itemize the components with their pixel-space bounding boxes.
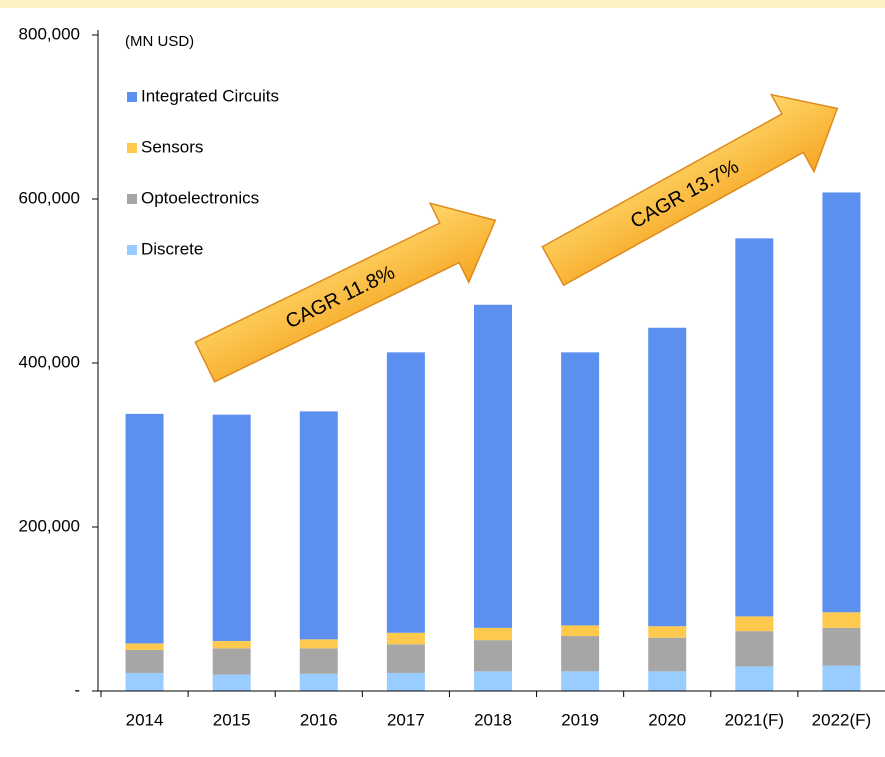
bar-segment xyxy=(735,238,774,617)
bar-segment xyxy=(648,671,687,691)
bar-segment xyxy=(561,636,600,672)
bar-segment xyxy=(299,411,338,640)
bar-segment xyxy=(561,352,600,626)
y-tick-label: - xyxy=(74,680,80,699)
y-tick-label: 400,000 xyxy=(19,352,80,371)
bar-segment xyxy=(561,671,600,691)
bar-segment xyxy=(212,414,251,641)
bar-segment xyxy=(299,673,338,691)
bar-segment xyxy=(822,192,861,613)
x-tick-label: 2020 xyxy=(648,710,686,729)
bar-segment xyxy=(822,627,861,666)
x-tick-label: 2014 xyxy=(126,710,164,729)
y-tick-label: 600,000 xyxy=(19,188,80,207)
bar-segment xyxy=(386,672,425,691)
x-tick-label: 2018 xyxy=(474,710,512,729)
bar-segment xyxy=(386,352,425,633)
x-tick-label: 2015 xyxy=(213,710,251,729)
unit-label: (MN USD) xyxy=(125,33,194,50)
bar-segment xyxy=(386,644,425,673)
bar-segment xyxy=(474,640,512,672)
bar-segment xyxy=(474,304,512,628)
y-tick-label: 200,000 xyxy=(19,516,80,535)
bar-segment xyxy=(386,632,425,645)
legend-label: Sensors xyxy=(141,137,203,156)
bar-segment xyxy=(822,665,861,691)
y-tick-label: 800,000 xyxy=(19,24,80,43)
bar-segment xyxy=(125,413,164,644)
cagr-arrow: CAGR 13.7% xyxy=(541,93,839,287)
bar-segment xyxy=(735,616,774,632)
bar-segment xyxy=(735,631,774,667)
arrow-shape xyxy=(541,93,839,287)
bar-segment xyxy=(735,666,774,691)
bar-segment xyxy=(822,612,861,628)
legend-label: Optoelectronics xyxy=(141,188,259,207)
plot: - 200,000 400,000 600,000 800,000 Integrated … xyxy=(19,24,885,729)
x-tick-label: 2022(F) xyxy=(812,710,872,729)
bar-segment xyxy=(212,648,251,675)
arrow-shape xyxy=(194,202,497,383)
bar-segment xyxy=(474,627,512,641)
cagr-arrow: CAGR 11.8% xyxy=(194,202,497,383)
x-tick-label: 2021(F) xyxy=(725,710,785,729)
top-strip xyxy=(0,0,885,8)
x-tick-label: 2017 xyxy=(387,710,425,729)
bar-segment xyxy=(561,625,600,637)
bar-segment xyxy=(648,637,687,672)
legend-swatch xyxy=(127,194,137,204)
legend-swatch xyxy=(127,245,137,255)
legend-swatch xyxy=(127,92,137,102)
x-tick-label: 2019 xyxy=(561,710,599,729)
bar-segment xyxy=(125,643,164,650)
bar-segment xyxy=(299,639,338,649)
bar-segment xyxy=(212,640,251,649)
bar-segment xyxy=(648,327,687,627)
bar-segment xyxy=(648,626,687,638)
legend-label: Discrete xyxy=(141,239,203,258)
bar-segment xyxy=(212,674,251,691)
bar-segment xyxy=(474,671,512,691)
legend-swatch xyxy=(127,143,137,153)
bar-segment xyxy=(299,648,338,674)
legend-label: Integrated Circuits xyxy=(141,86,279,105)
bar-segment xyxy=(125,672,164,691)
x-tick-label: 2016 xyxy=(300,710,338,729)
bar-segment xyxy=(125,650,164,673)
